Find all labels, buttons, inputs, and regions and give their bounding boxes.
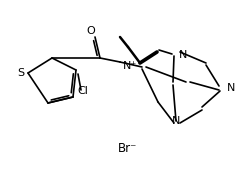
Text: N⁺: N⁺ bbox=[123, 61, 137, 71]
Text: Br⁻: Br⁻ bbox=[118, 141, 138, 155]
Text: N: N bbox=[227, 83, 235, 93]
Text: Cl: Cl bbox=[78, 86, 88, 96]
Text: O: O bbox=[87, 26, 95, 36]
Text: N: N bbox=[172, 116, 180, 126]
Text: S: S bbox=[17, 68, 24, 78]
Text: N: N bbox=[179, 50, 187, 60]
